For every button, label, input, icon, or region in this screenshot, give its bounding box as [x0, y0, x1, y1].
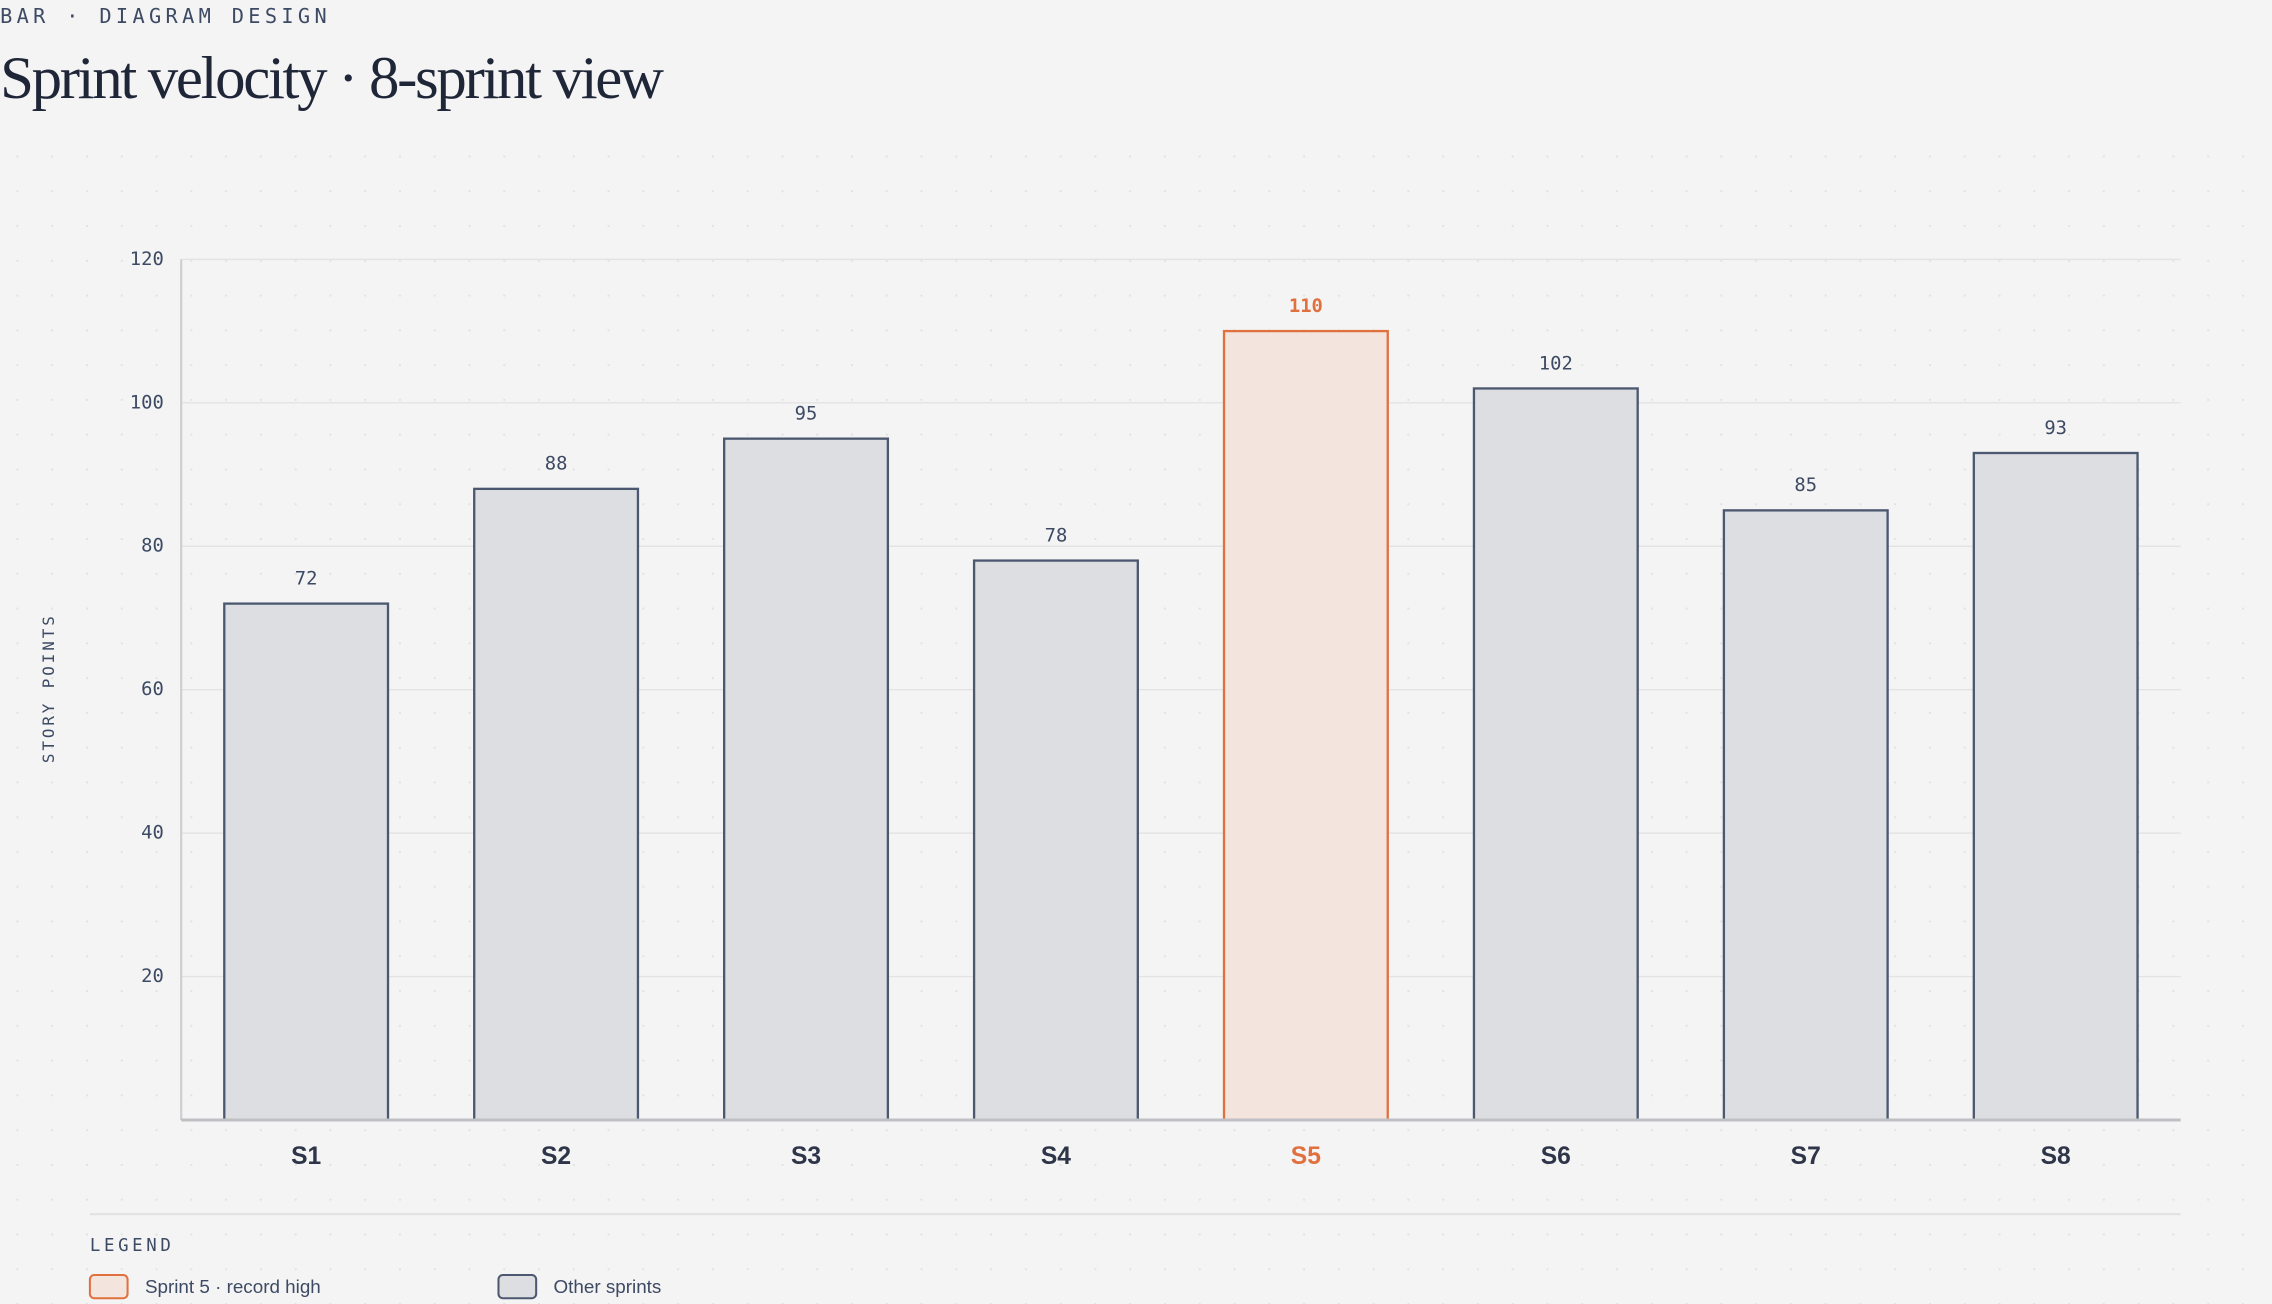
x-tick-label: S4 — [1041, 1143, 1071, 1170]
y-tick-label: 40 — [141, 823, 164, 844]
x-tick-label: S1 — [291, 1143, 321, 1170]
x-tick-label: S6 — [1541, 1143, 1571, 1170]
value-label: 85 — [1794, 475, 1817, 496]
bar — [473, 487, 640, 1122]
eyebrow: BAR · DIAGRAM DESIGN — [0, 4, 331, 28]
value-label: 95 — [795, 404, 818, 425]
y-tick-label: 120 — [130, 249, 164, 270]
value-label: 88 — [545, 454, 568, 475]
x-tick-label: S2 — [541, 1143, 571, 1170]
bar — [1222, 329, 1389, 1122]
legend-label: Other sprints — [554, 1276, 662, 1297]
value-label: 78 — [1045, 525, 1068, 546]
legend-swatch — [88, 1274, 129, 1300]
bar — [722, 437, 890, 1122]
value-label: 110 — [1289, 296, 1323, 317]
value-label: 93 — [2044, 418, 2067, 439]
y-tick-label: 80 — [141, 536, 164, 557]
x-tick-label: S3 — [791, 1143, 821, 1170]
value-label: 102 — [1539, 353, 1573, 374]
bar — [1972, 451, 2139, 1122]
x-tick-label: S5 — [1291, 1143, 1321, 1170]
x-tick-label: S7 — [1791, 1143, 1821, 1170]
legend-label: Sprint 5 · record high — [145, 1276, 321, 1297]
y-tick-label: 20 — [141, 966, 164, 987]
bar — [223, 602, 390, 1122]
x-tick-label: S8 — [2041, 1143, 2071, 1170]
legend-title: LEGEND — [90, 1236, 175, 1256]
y-tick-label: 100 — [130, 392, 164, 413]
bar — [972, 559, 1139, 1122]
legend-swatch — [497, 1274, 538, 1300]
chart-title: Sprint velocity · 8-sprint view — [0, 45, 664, 112]
bar — [1472, 387, 1639, 1122]
y-axis-label: STORY POINTS — [39, 613, 58, 763]
value-label: 72 — [295, 568, 318, 589]
y-tick-label: 60 — [141, 679, 164, 700]
bar — [1722, 509, 1889, 1122]
